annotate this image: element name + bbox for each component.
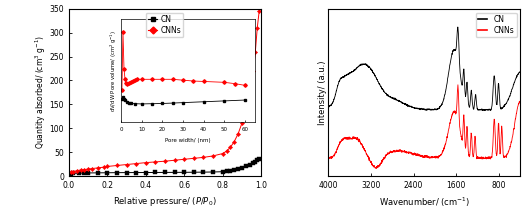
Y-axis label: Quantity absorbed/ (cm$^3$ g$^{-1}$): Quantity absorbed/ (cm$^3$ g$^{-1}$) <box>34 35 48 149</box>
Y-axis label: Intensity/ (a.u.): Intensity/ (a.u.) <box>318 60 327 125</box>
X-axis label: Wavenumber/ (cm$^{-1}$): Wavenumber/ (cm$^{-1}$) <box>379 195 470 209</box>
Legend: CN, CNNs: CN, CNNs <box>476 13 517 37</box>
Legend: CN, CNNs: CN, CNNs <box>146 13 183 37</box>
X-axis label: Relative pressure/ $(P/P_0)$: Relative pressure/ $(P/P_0)$ <box>113 195 217 208</box>
